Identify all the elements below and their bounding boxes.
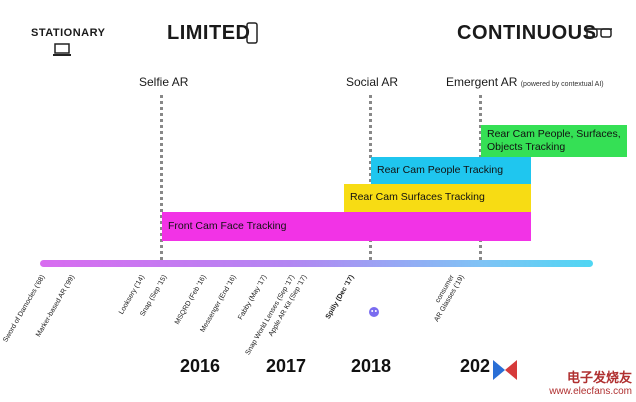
event-messenger: Messenger (End '16): [199, 274, 239, 334]
stage-emergent-note: (powered by contextual AI): [520, 81, 604, 88]
watermark-line2: www.elecfans.com: [549, 386, 632, 397]
watermark-logo-icon: [491, 356, 519, 389]
stage-emergent-label: Emergent AR: [446, 75, 518, 89]
selfie-divider: [160, 95, 163, 260]
bar-rear-cam-all: Rear Cam People, Surfaces, Objects Track…: [481, 125, 627, 157]
header-continuous: CONTINUOUS: [457, 22, 597, 44]
stage-emergent-ar: Emergent AR (powered by contextual AI): [446, 75, 604, 89]
year-2018: 2018: [351, 356, 392, 376]
year-202x: 202: [460, 356, 491, 376]
event-fabby: Fabby (May '17): [236, 274, 269, 322]
year-2017: 2017: [266, 356, 307, 376]
header-stationary: STATIONARY: [31, 27, 106, 39]
bar-rear-cam-people-label: Rear Cam People Tracking: [377, 163, 504, 176]
stage-selfie-ar: Selfie AR: [139, 75, 189, 89]
watermark-line1: 电子发烧友: [566, 370, 632, 386]
bar-rear-cam-surfaces: Rear Cam Surfaces Tracking: [344, 184, 531, 212]
event-msqrd: MSQRD (Feb '16): [174, 274, 209, 326]
event-snap-world-lenses: Snap World Lenses (Sep '17): [244, 274, 297, 357]
glasses-icon: [585, 26, 613, 45]
bar-rear-cam-surfaces-label: Rear Cam Surfaces Tracking: [350, 191, 485, 204]
header-limited: LIMITED: [167, 22, 251, 44]
bar-front-cam-label: Front Cam Face Tracking: [168, 219, 287, 232]
timeline-bar: [40, 260, 593, 267]
year-2016: 2016: [180, 356, 221, 376]
laptop-icon: [52, 43, 72, 62]
stage-social-ar: Social AR: [346, 75, 399, 89]
phone-icon: [246, 22, 258, 49]
bar-rear-cam-all-label: Rear Cam People, Surfaces, Objects Track…: [487, 127, 621, 153]
bar-rear-cam-people: Rear Cam People Tracking: [371, 157, 531, 184]
watermark: 电子发烧友 www.elecfans.com: [549, 370, 632, 398]
social-divider: [369, 95, 372, 260]
spilly-icon: [368, 305, 380, 323]
event-spilly: Spilly (Dec '17): [325, 274, 357, 321]
bar-front-cam: Front Cam Face Tracking: [162, 212, 531, 241]
